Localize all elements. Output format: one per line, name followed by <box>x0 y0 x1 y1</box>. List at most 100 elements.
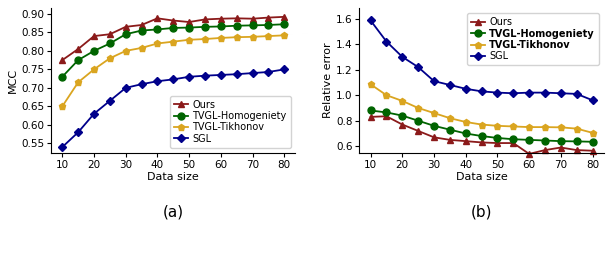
TVGL-Homogeniety <box>446 128 453 131</box>
Ours <box>510 141 517 145</box>
Ours <box>414 129 422 132</box>
X-axis label: Data size: Data size <box>456 172 507 182</box>
TVGL-Homogeniety <box>526 138 533 141</box>
TVGL-Homogeniety <box>233 24 241 27</box>
SGL <box>75 131 82 134</box>
Ours <box>430 136 438 139</box>
SGL <box>201 74 209 77</box>
TVGL-Tikhonov <box>382 94 390 97</box>
Ours <box>589 149 596 152</box>
Ours <box>494 141 501 145</box>
Line: TVGL-Tikhonov: TVGL-Tikhonov <box>59 32 288 110</box>
TVGL-Tikhonov <box>122 49 129 52</box>
TVGL-Tikhonov <box>170 40 177 43</box>
TVGL-Homogeniety <box>106 42 113 45</box>
SGL <box>170 78 177 81</box>
TVGL-Homogeniety <box>430 124 438 127</box>
TVGL-Tikhonov <box>59 105 66 108</box>
Ours <box>446 138 453 141</box>
SGL <box>249 72 256 75</box>
TVGL-Tikhonov <box>398 99 406 102</box>
Ours <box>185 21 193 24</box>
Ours <box>233 17 241 20</box>
Y-axis label: MCC: MCC <box>9 68 18 93</box>
SGL <box>185 75 193 78</box>
TVGL-Homogeniety <box>91 49 98 52</box>
Ours <box>249 17 256 20</box>
SGL <box>478 90 485 93</box>
TVGL-Tikhonov <box>462 120 469 123</box>
TVGL-Tikhonov <box>233 36 241 39</box>
Line: Ours: Ours <box>59 13 288 64</box>
Line: SGL: SGL <box>59 67 287 150</box>
Ours <box>280 15 288 18</box>
TVGL-Homogeniety <box>414 119 422 122</box>
TVGL-Homogeniety <box>510 138 517 141</box>
TVGL-Tikhonov <box>589 131 596 134</box>
TVGL-Tikhonov <box>185 38 193 41</box>
TVGL-Homogeniety <box>573 140 580 143</box>
Ours <box>265 16 272 19</box>
Ours <box>138 23 145 26</box>
TVGL-Tikhonov <box>478 123 485 126</box>
SGL <box>510 92 517 95</box>
Text: (a): (a) <box>163 204 184 220</box>
SGL <box>138 83 145 86</box>
Y-axis label: Relative error: Relative error <box>323 43 333 118</box>
TVGL-Homogeniety <box>478 135 485 138</box>
TVGL-Tikhonov <box>414 106 422 109</box>
Ours <box>217 17 225 20</box>
TVGL-Homogeniety <box>154 28 161 31</box>
TVGL-Homogeniety <box>494 136 501 139</box>
Ours <box>91 35 98 38</box>
TVGL-Homogeniety <box>122 33 129 36</box>
Ours <box>542 149 549 152</box>
TVGL-Tikhonov <box>249 35 256 38</box>
Ours <box>526 152 533 155</box>
SGL <box>398 55 406 58</box>
TVGL-Homogeniety <box>59 75 66 78</box>
TVGL-Homogeniety <box>557 140 564 143</box>
TVGL-Homogeniety <box>170 26 177 29</box>
X-axis label: Data size: Data size <box>147 172 199 182</box>
SGL <box>106 99 113 102</box>
Ours <box>170 19 177 22</box>
SGL <box>526 91 533 94</box>
Line: Ours: Ours <box>367 113 596 157</box>
SGL <box>217 73 225 76</box>
Ours <box>478 141 485 144</box>
TVGL-Tikhonov <box>557 126 564 129</box>
Line: SGL: SGL <box>368 18 595 103</box>
TVGL-Tikhonov <box>430 112 438 115</box>
TVGL-Homogeniety <box>138 29 145 32</box>
TVGL-Tikhonov <box>201 38 209 41</box>
TVGL-Homogeniety <box>367 109 375 112</box>
SGL <box>573 92 580 96</box>
TVGL-Tikhonov <box>75 81 82 84</box>
TVGL-Homogeniety <box>201 25 209 28</box>
Ours <box>367 115 375 118</box>
Line: TVGL-Homogeniety: TVGL-Homogeniety <box>367 107 596 145</box>
SGL <box>414 66 422 69</box>
TVGL-Tikhonov <box>494 124 501 127</box>
TVGL-Homogeniety <box>75 59 82 62</box>
TVGL-Tikhonov <box>367 83 375 86</box>
TVGL-Homogeniety <box>185 26 193 29</box>
Ours <box>462 140 469 143</box>
Legend: Ours, TVGL-Homogeniety, TVGL-Tikhonov, SGL: Ours, TVGL-Homogeniety, TVGL-Tikhonov, S… <box>170 96 291 148</box>
TVGL-Tikhonov <box>573 127 580 130</box>
SGL <box>557 92 564 95</box>
TVGL-Homogeniety <box>249 24 256 27</box>
SGL <box>280 68 288 71</box>
TVGL-Homogeniety <box>217 25 225 28</box>
TVGL-Tikhonov <box>265 35 272 38</box>
SGL <box>542 91 549 94</box>
TVGL-Tikhonov <box>154 42 161 45</box>
TVGL-Homogeniety <box>462 132 469 135</box>
Ours <box>106 33 113 36</box>
Ours <box>398 123 406 126</box>
TVGL-Tikhonov <box>138 46 145 50</box>
SGL <box>494 91 501 94</box>
Legend: Ours, TVGL-Homogeniety, TVGL-Tikhonov, SGL: Ours, TVGL-Homogeniety, TVGL-Tikhonov, S… <box>467 13 599 65</box>
SGL <box>122 86 129 89</box>
